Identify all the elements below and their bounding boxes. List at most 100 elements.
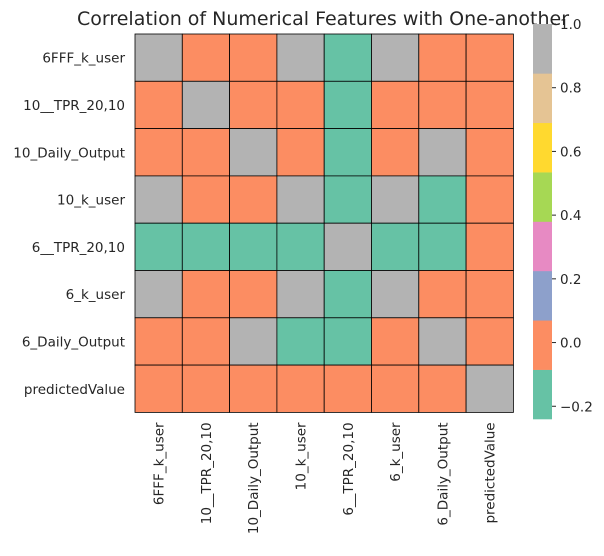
heatmap-cell-r2-c7 bbox=[465, 128, 514, 177]
colorbar-tick-label: 0.2 bbox=[560, 272, 581, 288]
colorbar-tick-label: 1.0 bbox=[560, 17, 581, 33]
heatmap-cell-r5-c3 bbox=[276, 270, 325, 319]
heatmap-cell-r1-c5 bbox=[371, 80, 420, 130]
heatmap-cell-r2-c4 bbox=[323, 128, 372, 177]
heatmap-cell-r7-c2 bbox=[229, 364, 278, 413]
column-label: 10__TPR_20,10 bbox=[199, 422, 215, 524]
heatmap-cell-r0-c4 bbox=[323, 33, 372, 82]
heatmap-cell-r7-c4 bbox=[323, 364, 372, 413]
heatmap-cell-r4-c0 bbox=[134, 222, 183, 271]
heatmap-cell-r4-c6 bbox=[418, 222, 467, 271]
heatmap-cell-r2-c5 bbox=[371, 128, 420, 177]
heatmap-cell-r0-c1 bbox=[181, 33, 231, 82]
heatmap-cell-r4-c7 bbox=[465, 222, 514, 271]
heatmap-cell-r1-c2 bbox=[229, 80, 278, 130]
colorbar-tick-labels: −0.2 0.0 0.2 0.4 0.6 0.8 1.0 bbox=[552, 17, 593, 415]
column-label: 6__TPR_20,10 bbox=[341, 422, 357, 515]
colorbar bbox=[533, 24, 552, 420]
heatmap-cell-r2-c0 bbox=[134, 128, 183, 177]
column-label: predictedValue bbox=[483, 422, 499, 523]
heatmap-cell-r0-c0 bbox=[134, 33, 183, 82]
heatmap-cell-r3-c0 bbox=[134, 175, 183, 224]
column-label: 10_k_user bbox=[294, 422, 310, 490]
column-label: 10_Daily_Output bbox=[246, 422, 262, 534]
row-label: 6_k_user bbox=[66, 287, 126, 303]
heatmap-cell-r1-c3 bbox=[276, 80, 325, 130]
heatmap-cell-r3-c3 bbox=[276, 175, 325, 224]
chart-title: Correlation of Numerical Features with O… bbox=[77, 8, 569, 30]
row-label: 10__TPR_20,10 bbox=[23, 98, 125, 114]
heatmap-cell-r5-c7 bbox=[465, 270, 514, 319]
heatmap-cell-r6-c2 bbox=[229, 317, 278, 366]
column-label: 6_Daily_Output bbox=[435, 422, 451, 525]
heatmap-cell-r7-c0 bbox=[134, 364, 183, 413]
heatmap-cell-r2-c6 bbox=[418, 128, 467, 177]
heatmap-cell-r7-c7 bbox=[465, 364, 514, 413]
heatmap-cell-r5-c0 bbox=[134, 270, 183, 319]
heatmap-cell-r6-c3 bbox=[276, 317, 325, 366]
heatmap-cell-r0-c6 bbox=[418, 33, 467, 82]
heatmap-cell-r3-c1 bbox=[181, 175, 231, 224]
colorbar-segment bbox=[533, 221, 552, 272]
heatmap-cell-r6-c0 bbox=[134, 317, 183, 366]
column-label: 6_k_user bbox=[388, 422, 404, 482]
heatmap-cell-r3-c6 bbox=[418, 175, 467, 224]
column-label: 6FFF_k_user bbox=[152, 422, 168, 505]
row-label: 10_Daily_Output bbox=[13, 145, 125, 161]
colorbar-tick-label: −0.2 bbox=[560, 399, 593, 415]
heatmap-cell-r3-c5 bbox=[371, 175, 420, 224]
row-label: 10_k_user bbox=[57, 193, 125, 209]
heatmap-cell-r4-c4 bbox=[323, 222, 372, 271]
heatmap-cell-r1-c0 bbox=[134, 80, 183, 130]
heatmap-cell-r4-c2 bbox=[229, 222, 278, 271]
colorbar-tick-label: 0.0 bbox=[560, 336, 581, 352]
heatmap-cell-r7-c5 bbox=[371, 364, 420, 413]
colorbar-tick-label: 0.6 bbox=[560, 144, 581, 160]
heatmap-cell-r5-c1 bbox=[181, 270, 231, 319]
heatmap-cell-r5-c4 bbox=[323, 270, 372, 319]
heatmap-cell-r6-c7 bbox=[465, 317, 514, 366]
heatmap-cell-r1-c7 bbox=[465, 80, 514, 130]
heatmap-cell-r6-c6 bbox=[418, 317, 467, 366]
heatmap-cell-r5-c2 bbox=[229, 270, 278, 319]
heatmap-cell-r0-c3 bbox=[276, 33, 325, 82]
heatmap-cell-r0-c7 bbox=[465, 33, 514, 82]
heatmap-cell-r1-c1 bbox=[181, 80, 231, 130]
colorbar-segment bbox=[533, 270, 552, 321]
colorbar-segment bbox=[533, 320, 552, 370]
heatmap-cell-r4-c1 bbox=[181, 222, 231, 271]
row-label: 6_Daily_Output bbox=[22, 334, 125, 350]
row-label: 6FFF_k_user bbox=[42, 51, 125, 67]
heatmap-cell-r1-c6 bbox=[418, 80, 467, 130]
heatmap-cell-r6-c5 bbox=[371, 317, 420, 366]
heatmap-cell-r2-c2 bbox=[229, 128, 278, 177]
column-tick-labels: 6FFF_k_user 10__TPR_20,10 10_Daily_Output 1… bbox=[152, 422, 499, 534]
colorbar-tick-label: 0.4 bbox=[560, 208, 581, 224]
heatmap-cell-r1-c4 bbox=[323, 80, 372, 130]
heatmap-cell-r7-c1 bbox=[181, 364, 231, 413]
colorbar-segment bbox=[533, 369, 552, 420]
heatmap-cell-r0-c5 bbox=[371, 33, 420, 82]
heatmap-cells bbox=[134, 33, 514, 413]
row-label: predictedValue bbox=[24, 382, 125, 398]
heatmap-cell-r0-c2 bbox=[229, 33, 278, 82]
colorbar-segment bbox=[533, 172, 552, 222]
heatmap-cell-r3-c4 bbox=[323, 175, 372, 224]
heatmap-cell-r7-c6 bbox=[418, 364, 467, 413]
colorbar-segment bbox=[533, 122, 552, 173]
heatmap-cell-r4-c3 bbox=[276, 222, 325, 271]
colorbar-segment bbox=[533, 24, 552, 74]
heatmap-cell-r6-c1 bbox=[181, 317, 231, 366]
colorbar-tick-label: 0.8 bbox=[560, 81, 581, 97]
heatmap-cell-r6-c4 bbox=[323, 317, 372, 366]
row-tick-labels: 6FFF_k_user 10__TPR_20,10 10_Daily_Output 1… bbox=[13, 51, 125, 398]
heatmap-cell-r3-c7 bbox=[465, 175, 514, 224]
heatmap-cell-r5-c6 bbox=[418, 270, 467, 319]
colorbar-segment bbox=[533, 73, 552, 124]
heatmap-cell-r4-c5 bbox=[371, 222, 420, 271]
heatmap-cell-r2-c1 bbox=[181, 128, 231, 177]
heatmap-cell-r2-c3 bbox=[276, 128, 325, 177]
heatmap-cell-r5-c5 bbox=[371, 270, 420, 319]
heatmap-cell-r7-c3 bbox=[276, 364, 325, 413]
